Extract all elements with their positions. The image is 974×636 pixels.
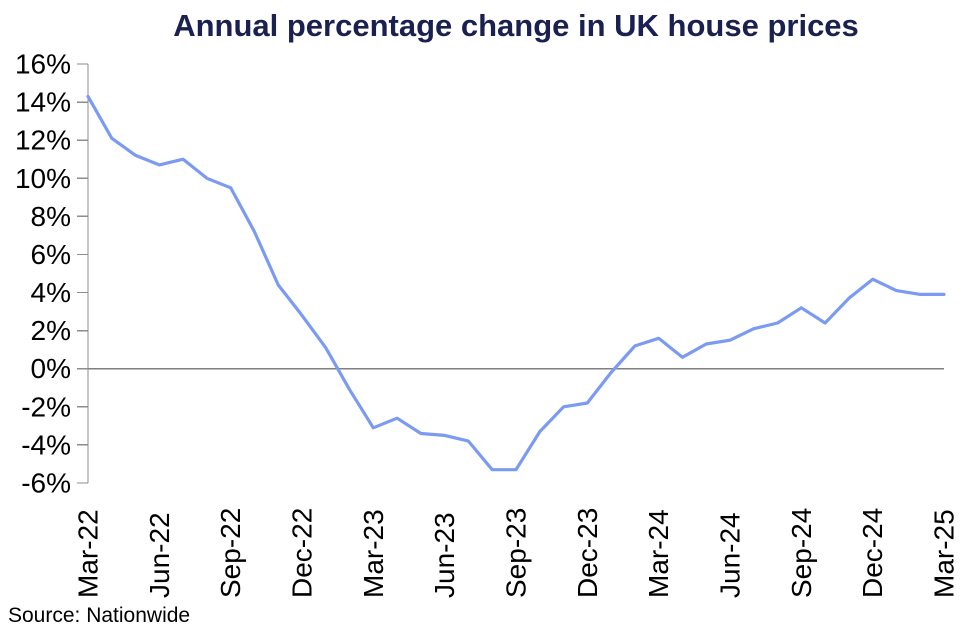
x-tick-label-group: Mar-25	[929, 509, 960, 598]
y-tick-label: 12%	[15, 125, 71, 156]
y-tick-label: 4%	[31, 277, 71, 308]
x-tick-label-group: Dec-22	[287, 508, 318, 598]
x-tick-label-group: Mar-24	[643, 509, 674, 598]
x-tick-label: Mar-23	[358, 509, 389, 598]
x-tick-label-group: Mar-23	[358, 509, 389, 598]
x-tick-label: Mar-24	[643, 509, 674, 598]
x-tick-label: Mar-25	[929, 509, 960, 598]
source-label: Source: Nationwide	[8, 604, 191, 627]
y-tick-label: -2%	[21, 391, 71, 422]
y-tick-label: 8%	[31, 201, 71, 232]
x-tick-label-group: Jun-24	[715, 512, 746, 598]
y-tick-label: 0%	[31, 353, 71, 384]
x-tick-label: Sep-23	[501, 508, 532, 598]
y-tick-label: 14%	[15, 87, 71, 118]
x-tick-label: Sep-24	[786, 508, 817, 598]
chart-title: Annual percentage change in UK house pri…	[173, 8, 859, 43]
x-tick-label-group: Sep-24	[786, 508, 817, 598]
x-tick-label: Jun-23	[429, 512, 460, 598]
x-tick-label-group: Dec-24	[857, 508, 888, 598]
x-tick-label-group: Jun-23	[429, 512, 460, 598]
x-tick-label: Jun-24	[715, 512, 746, 598]
x-tick-label-group: Jun-22	[144, 512, 175, 598]
x-tick-label: Dec-23	[572, 508, 603, 598]
x-tick-label: Jun-22	[144, 512, 175, 598]
y-tick-label: 2%	[31, 315, 71, 346]
x-tick-label: Sep-22	[215, 508, 246, 598]
y-tick-label: 10%	[15, 163, 71, 194]
x-tick-label: Mar-22	[73, 509, 104, 598]
house-price-line	[86, 94, 946, 472]
x-tick-label-group: Sep-23	[501, 508, 532, 598]
x-tick-label: Dec-24	[857, 508, 888, 598]
x-tick-label-group: Mar-22	[73, 509, 104, 598]
y-tick-label: -6%	[21, 468, 71, 499]
x-tick-label-group: Dec-23	[572, 508, 603, 598]
x-tick-label-group: Sep-22	[215, 508, 246, 598]
y-tick-label: -4%	[21, 429, 71, 460]
y-tick-label: 6%	[31, 239, 71, 270]
y-tick-label: 16%	[15, 49, 71, 80]
x-tick-label: Dec-22	[287, 508, 318, 598]
